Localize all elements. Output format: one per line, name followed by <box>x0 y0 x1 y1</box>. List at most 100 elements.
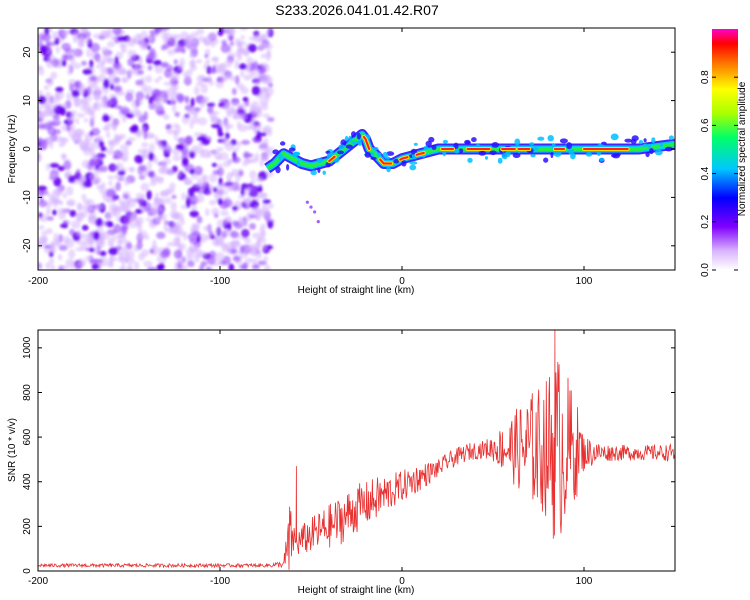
noise-blob <box>196 215 203 224</box>
noise-blob <box>135 131 142 139</box>
ridge-fringe <box>537 136 545 141</box>
noise-blob <box>43 101 53 109</box>
noise-blob <box>194 254 200 263</box>
noise-blob <box>137 148 148 155</box>
noise-blob <box>267 117 275 122</box>
noise-blob <box>45 136 56 143</box>
noise-blob <box>220 43 231 53</box>
noise-blob <box>90 42 101 53</box>
noise-blob <box>95 217 103 227</box>
noise-blob <box>230 230 239 239</box>
noise-blob <box>231 87 237 96</box>
noise-blob <box>259 158 265 168</box>
colorbar-ticks: 0.0 0.2 0.4 0.6 0.8 <box>700 70 738 277</box>
noise-blob <box>223 217 231 223</box>
ridge-fringe <box>296 160 301 167</box>
snr-y-ticks: 0 200 400 600 800 1000 <box>22 336 675 574</box>
noise-blob <box>108 140 115 150</box>
noise-blob <box>247 43 257 53</box>
noise-blob <box>170 222 177 229</box>
noise-blob <box>175 124 181 135</box>
noise-blob <box>195 59 203 64</box>
colorbar-label: Normalized spectral amplitude <box>737 81 748 216</box>
noise-blob <box>118 266 125 270</box>
noise-blob <box>83 233 92 239</box>
noise-blob <box>241 139 251 145</box>
noise-blob <box>89 112 96 122</box>
x-tick-label: 0 <box>399 576 405 587</box>
noise-blob <box>77 37 84 48</box>
noise-blob <box>117 239 123 248</box>
ridge-fringe <box>386 151 395 156</box>
noise-blob <box>135 98 141 108</box>
ridge-fringe <box>310 170 317 176</box>
noise-blob <box>106 67 114 75</box>
noise-blob <box>169 95 175 104</box>
noise-blob <box>108 180 113 186</box>
noise-blob <box>161 165 166 172</box>
noise-blob <box>148 152 155 161</box>
ridge-fringe <box>645 151 650 158</box>
noise-blob <box>38 117 43 123</box>
noise-blob <box>196 75 205 83</box>
noise-blob <box>80 175 85 186</box>
ridge-fringe <box>292 151 300 157</box>
noise-blob <box>126 37 136 47</box>
noise-blob <box>249 223 256 230</box>
ridge-fringe <box>275 166 281 174</box>
noise-blob <box>69 210 77 217</box>
noise-blob <box>95 64 105 69</box>
noise-blob <box>79 261 86 268</box>
noise-blob <box>193 86 200 96</box>
noise-blob <box>40 213 48 223</box>
noise-blob <box>211 123 220 129</box>
noise-blob <box>83 237 93 246</box>
noise-blob <box>251 100 260 110</box>
ridge-fringe <box>514 138 521 146</box>
noise-blob <box>141 30 147 37</box>
noise-blob <box>121 77 127 83</box>
noise-blob <box>103 98 113 107</box>
noise-blob <box>90 165 97 170</box>
noise-blob <box>45 206 51 216</box>
noise-blob <box>49 109 55 116</box>
noise-blob <box>253 33 262 43</box>
noise-blob <box>153 157 158 164</box>
noise-blob <box>135 79 144 86</box>
noise-blob <box>243 74 252 81</box>
noise-blob <box>190 200 196 206</box>
noise-blob <box>75 212 85 221</box>
noise-blob <box>267 203 274 209</box>
noise-blob <box>173 249 183 259</box>
ridge-fringe <box>442 139 448 144</box>
noise-blob <box>238 219 245 224</box>
noise-blob <box>182 264 188 270</box>
noise-blob <box>190 116 200 124</box>
noise-blob <box>157 110 166 115</box>
noise-blob <box>126 266 134 270</box>
noise-blob <box>175 93 185 101</box>
noise-blob <box>257 94 265 100</box>
noise-blob <box>149 248 155 254</box>
noise-blob <box>94 203 104 210</box>
ridge-fringe <box>322 170 326 175</box>
noise-blob <box>268 82 273 88</box>
noise-blob <box>55 86 64 93</box>
noise-blob <box>170 71 180 82</box>
noise-blob <box>152 239 157 250</box>
noise-blob <box>135 64 146 69</box>
noise-blob <box>229 41 235 46</box>
noise-blob <box>218 177 223 186</box>
noise-blob <box>174 111 180 117</box>
noise-blob <box>263 255 269 262</box>
ridge-fringe <box>478 150 487 156</box>
noise-blob <box>52 96 61 103</box>
noise-blob <box>105 148 115 155</box>
noise-blob <box>244 237 252 244</box>
noise-blob <box>127 49 133 59</box>
noise-blob <box>86 86 92 96</box>
noise-blob <box>193 107 201 112</box>
ridge-fringe <box>512 152 521 158</box>
noise-blob <box>68 249 76 259</box>
noise-blob <box>139 204 144 210</box>
